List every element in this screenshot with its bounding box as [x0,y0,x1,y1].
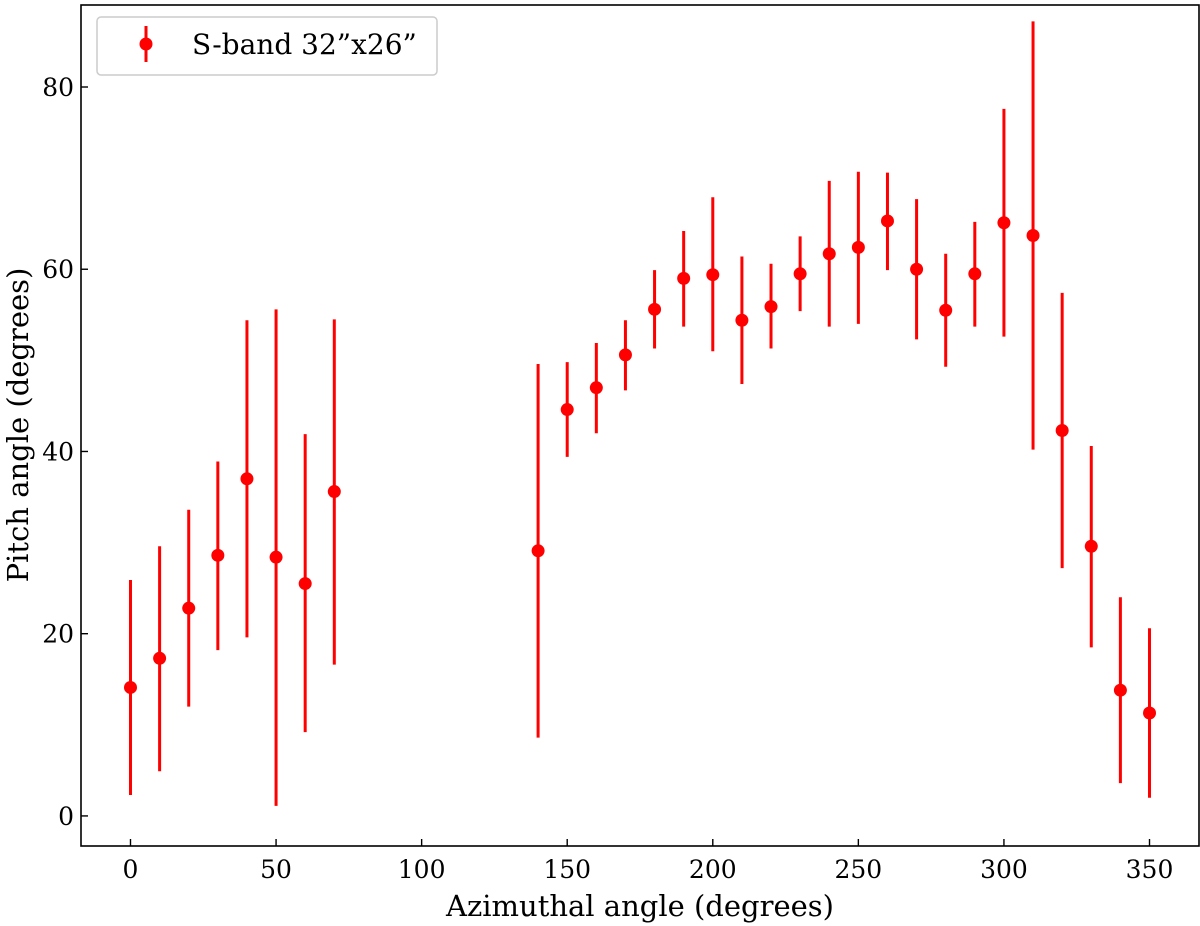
legend-box [96,16,438,76]
data-point [677,271,691,285]
x-tick-label: 50 [260,855,292,884]
y-axis-label: Pitch angle (degrees) [1,268,35,583]
legend: S-band 32”x26” [96,16,438,76]
data-point [560,403,574,417]
y-tick-label: 80 [42,73,74,102]
data-point [968,267,982,281]
y-tick-label: 60 [42,255,74,284]
x-tick-label: 300 [980,855,1028,884]
y-tick-label: 0 [58,802,74,831]
legend-marker-icon [139,37,153,51]
x-tick-label: 150 [543,855,591,884]
data-point [182,601,196,615]
data-point [589,381,603,395]
data-point [298,577,312,591]
data-point [1026,229,1040,243]
data-point [618,348,632,362]
x-axis-label: Azimuthal angle (degrees) [445,889,834,923]
data-point [240,472,254,486]
data-point [793,267,807,281]
data-point [997,216,1011,230]
data-point [1113,683,1127,697]
x-tick-label: 200 [689,855,737,884]
data-point [123,680,137,694]
x-tick-label: 350 [1126,855,1174,884]
data-point [706,268,720,282]
data-points [123,21,1157,806]
x-tick-label: 0 [123,855,139,884]
y-tick-label: 20 [42,620,74,649]
data-point [764,300,778,314]
data-point [153,651,167,665]
data-point [648,302,662,316]
data-point [269,550,283,564]
data-point [327,485,341,499]
data-point [1143,706,1157,720]
data-point [851,240,865,254]
data-point [1084,539,1098,553]
data-point [939,303,953,317]
data-point [880,214,894,228]
data-point [531,544,545,558]
data-point [910,262,924,276]
legend-label: S-band 32”x26” [192,28,417,61]
x-tick-label: 250 [835,855,883,884]
data-point [211,548,225,562]
data-point [822,247,836,261]
y-tick-label: 40 [42,437,74,466]
x-tick-label: 100 [398,855,446,884]
data-point [1055,424,1069,438]
data-point [735,313,749,327]
axis-ticks: 0 50 100 150 200 250 300 350 0 20 40 60 80 [42,73,1173,884]
plot-frame [80,4,1200,847]
